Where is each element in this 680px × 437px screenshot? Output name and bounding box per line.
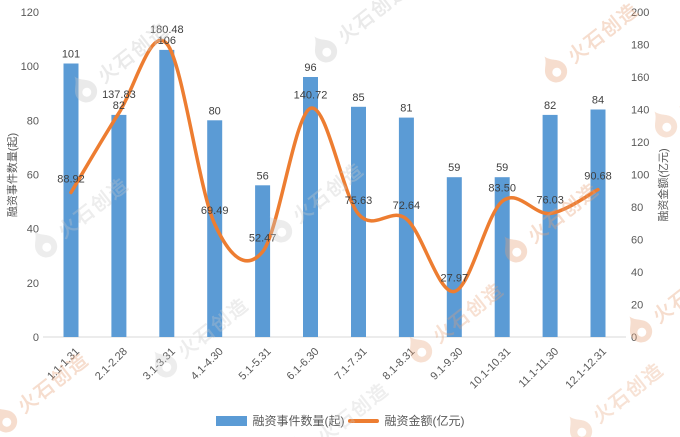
svg-text:52.47: 52.47 — [249, 233, 277, 245]
svg-text:3.1-3.31: 3.1-3.31 — [141, 346, 178, 383]
svg-text:140.72: 140.72 — [294, 89, 328, 101]
svg-text:180.48: 180.48 — [150, 24, 184, 36]
svg-text:6.1-6.30: 6.1-6.30 — [285, 346, 322, 383]
svg-text:20: 20 — [27, 278, 39, 290]
svg-text:8.1-8.31: 8.1-8.31 — [380, 346, 417, 383]
svg-text:81: 81 — [400, 103, 412, 115]
svg-text:60: 60 — [631, 235, 643, 247]
svg-text:80: 80 — [631, 202, 643, 214]
line-series-swatch — [347, 418, 379, 423]
svg-text:88.92: 88.92 — [57, 174, 85, 186]
svg-text:82: 82 — [113, 100, 125, 112]
svg-text:83.50: 83.50 — [488, 182, 516, 194]
svg-text:160: 160 — [631, 72, 649, 84]
svg-text:2.1-2.28: 2.1-2.28 — [93, 346, 130, 383]
svg-text:40: 40 — [631, 267, 643, 279]
svg-text:100: 100 — [631, 170, 649, 182]
svg-text:5.1-5.31: 5.1-5.31 — [237, 346, 274, 383]
svg-text:106: 106 — [158, 35, 176, 47]
svg-text:4.1-4.30: 4.1-4.30 — [189, 346, 226, 383]
svg-text:180: 180 — [631, 40, 649, 52]
svg-text:90.68: 90.68 — [584, 171, 612, 183]
svg-text:1.1-1.31: 1.1-1.31 — [45, 346, 82, 383]
svg-text:85: 85 — [352, 92, 364, 104]
svg-text:60: 60 — [27, 170, 39, 182]
chart-legend: 融资事件数量(起) 融资金额(亿元) — [0, 412, 680, 429]
svg-text:75.63: 75.63 — [345, 195, 373, 207]
svg-text:101: 101 — [62, 49, 80, 61]
svg-text:10.1-10.31: 10.1-10.31 — [468, 346, 514, 392]
right-axis-title: 融资金额(亿元) — [658, 148, 670, 222]
svg-text:27.97: 27.97 — [441, 273, 469, 285]
svg-text:12.1-12.31: 12.1-12.31 — [563, 346, 609, 392]
svg-text:82: 82 — [544, 100, 556, 112]
svg-text:100: 100 — [21, 61, 39, 73]
svg-text:96: 96 — [304, 62, 316, 74]
svg-text:84: 84 — [592, 95, 604, 107]
svg-text:11.1-11.30: 11.1-11.30 — [517, 346, 562, 391]
svg-text:80: 80 — [209, 105, 221, 117]
svg-text:59: 59 — [448, 162, 460, 174]
svg-text:9.1-9.30: 9.1-9.30 — [428, 346, 465, 383]
line-series-label: 融资金额(亿元) — [384, 414, 465, 428]
svg-text:76.03: 76.03 — [536, 195, 564, 207]
bar-series-label: 融资事件数量(起) — [252, 414, 345, 428]
svg-text:0: 0 — [33, 332, 39, 344]
svg-text:59: 59 — [496, 162, 508, 174]
svg-text:20: 20 — [631, 300, 643, 312]
svg-text:120: 120 — [631, 137, 649, 149]
svg-text:140: 140 — [631, 105, 649, 117]
svg-text:72.64: 72.64 — [393, 200, 421, 212]
svg-text:200: 200 — [631, 7, 649, 19]
svg-text:137.83: 137.83 — [102, 89, 136, 101]
svg-text:7.1-7.31: 7.1-7.31 — [333, 346, 370, 383]
bar-series-swatch — [215, 415, 247, 426]
svg-text:40: 40 — [27, 224, 39, 236]
svg-text:69.49: 69.49 — [201, 205, 229, 217]
svg-text:80: 80 — [27, 115, 39, 127]
left-axis-title: 融资事件数量(起) — [7, 132, 19, 218]
svg-text:0: 0 — [631, 332, 637, 344]
svg-text:56: 56 — [256, 170, 268, 182]
legend-item-line-series: 融资金额(亿元) — [347, 412, 465, 429]
legend-item-bar-series: 融资事件数量(起) — [215, 412, 345, 429]
svg-text:120: 120 — [21, 7, 39, 19]
